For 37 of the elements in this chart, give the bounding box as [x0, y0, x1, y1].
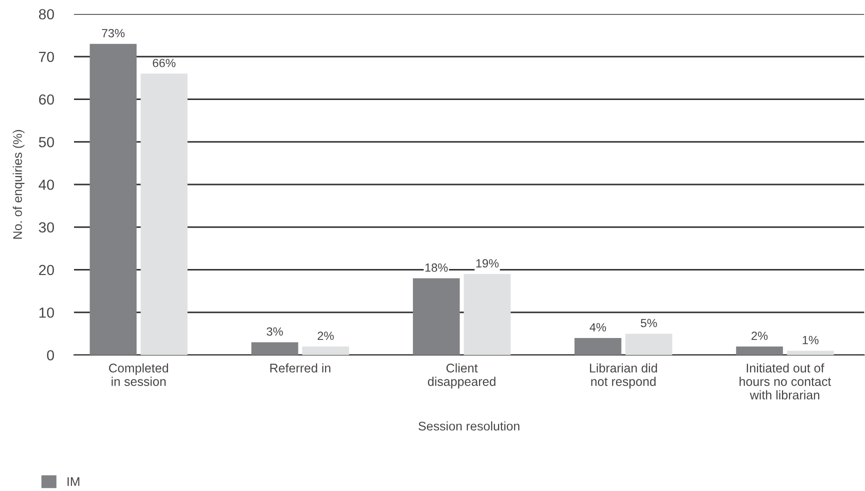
- data-label: 18%: [425, 263, 448, 272]
- bar: [736, 346, 783, 355]
- data-label: 19%: [476, 259, 499, 268]
- y-tick-label: 0: [47, 350, 54, 360]
- y-tick-label: 30: [38, 222, 54, 233]
- y-axis-title: No. of enquiries (%): [12, 130, 24, 239]
- bar: [302, 346, 350, 355]
- bar: [140, 74, 188, 355]
- y-tick-label: 10: [39, 307, 54, 318]
- data-label: 5%: [640, 318, 657, 328]
- y-tick-label: 60: [39, 94, 54, 105]
- legend-label: IM: [68, 477, 80, 486]
- x-tick-label: Initiated out of hours no contact with librarian: [740, 363, 832, 400]
- x-tick-label: Librarian did not respond: [590, 363, 657, 388]
- x-tick-label: Client disappeared: [428, 363, 496, 388]
- data-label: 66%: [152, 58, 176, 68]
- data-label: 2%: [752, 332, 768, 340]
- bar: [90, 44, 137, 355]
- bar: [251, 342, 298, 355]
- x-tick-label: Completed in session: [109, 363, 168, 386]
- x-axis-title: Session resolution: [418, 421, 520, 431]
- y-tick-label: 80: [38, 9, 54, 20]
- y-tick-label: 70: [39, 52, 54, 62]
- bar: [786, 350, 834, 355]
- y-tick-label: 50: [38, 136, 54, 148]
- bar: [412, 278, 460, 355]
- bar: [464, 274, 511, 355]
- data-label: 73%: [102, 28, 125, 38]
- bar: [574, 338, 622, 355]
- x-tick-label: Referred in: [270, 363, 330, 373]
- y-tick-label: 40: [38, 180, 54, 190]
- data-label: 3%: [266, 327, 283, 336]
- data-label: 1%: [802, 336, 819, 344]
- bar: [625, 334, 672, 355]
- data-label: 4%: [590, 323, 606, 332]
- data-label: 2%: [318, 332, 334, 340]
- y-tick-label: 20: [39, 264, 54, 276]
